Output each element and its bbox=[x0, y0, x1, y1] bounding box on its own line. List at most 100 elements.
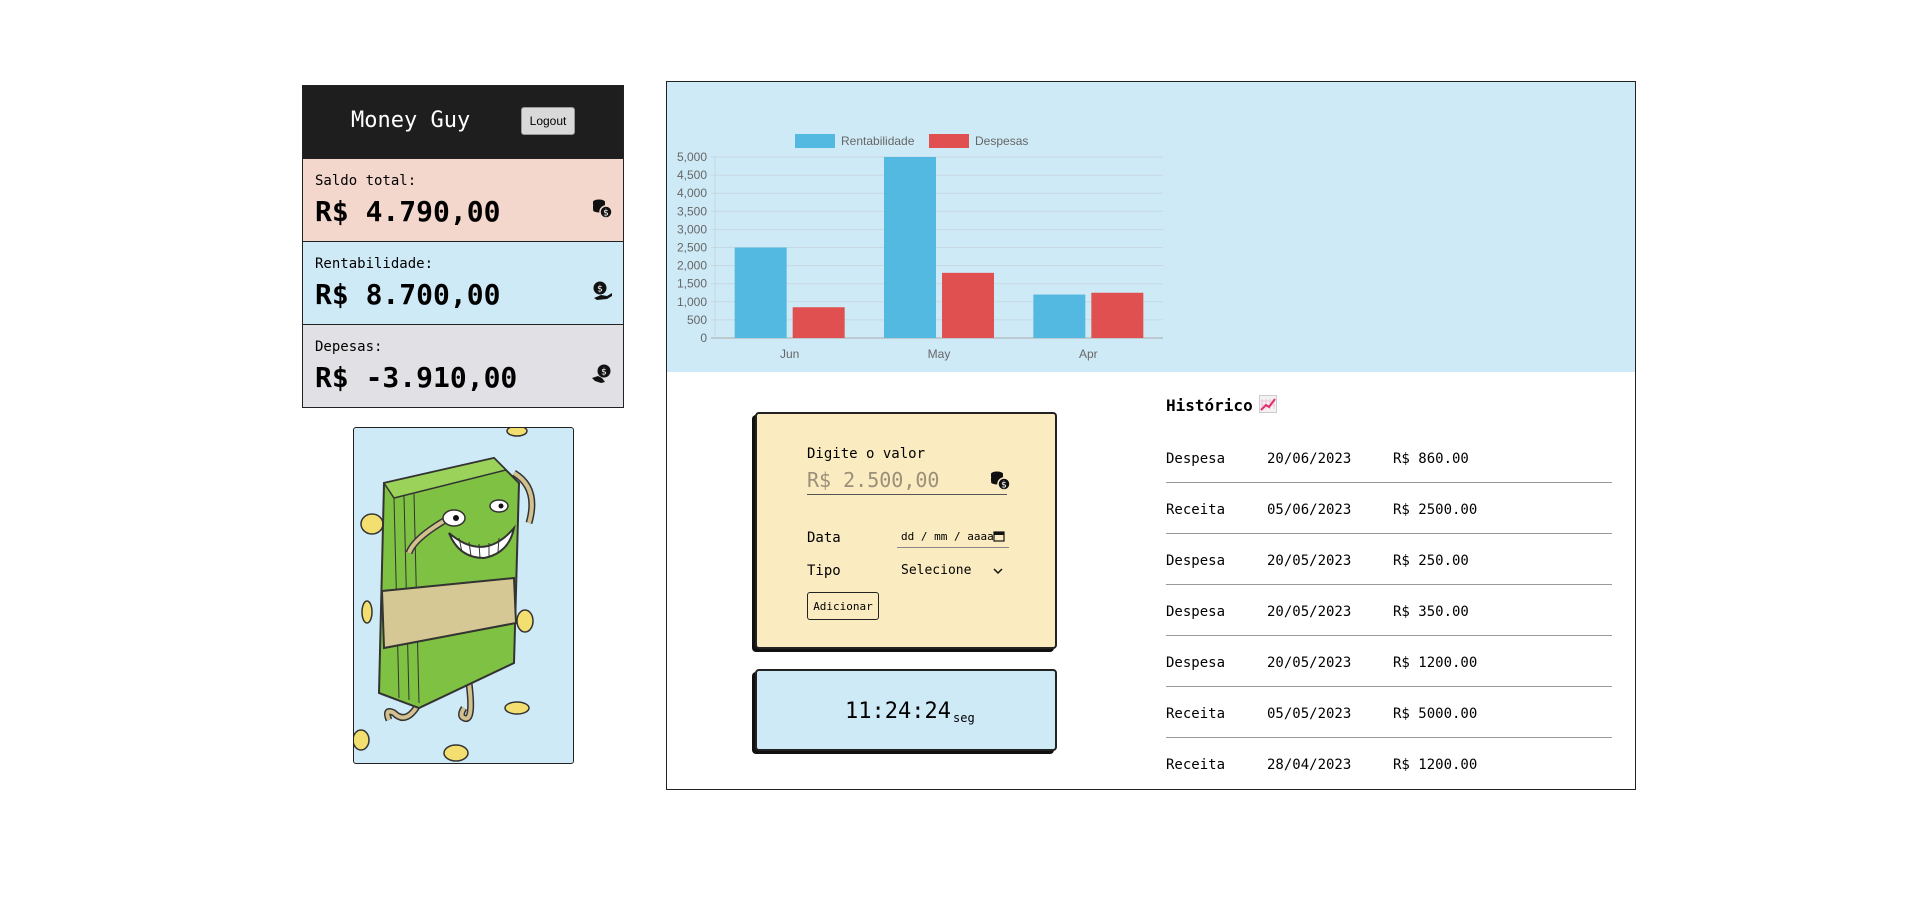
history-type: Receita bbox=[1166, 706, 1226, 722]
history-amount: R$ 860.00 bbox=[1393, 451, 1469, 467]
balance-label: Saldo total: bbox=[315, 173, 417, 189]
bar-rentabilidade-jun bbox=[734, 247, 787, 338]
history-row: Despesa 20/05/2023 R$ 1200.00 bbox=[1166, 636, 1612, 687]
history-amount: R$ 250.00 bbox=[1393, 553, 1469, 569]
type-label: Tipo bbox=[807, 563, 841, 579]
y-tick-label: 3,000 bbox=[677, 222, 707, 236]
chart-bars bbox=[734, 157, 1144, 338]
history-amount: R$ 1200.00 bbox=[1393, 655, 1478, 671]
x-tick-label: Jun bbox=[780, 347, 799, 361]
y-tick-label: 4,500 bbox=[677, 168, 707, 182]
legend-label: Rentabilidade bbox=[841, 134, 915, 148]
history-type: Despesa bbox=[1166, 451, 1226, 467]
history-title: Histórico bbox=[1166, 396, 1253, 415]
x-axis-ticks: Jun May Apr bbox=[780, 347, 1098, 361]
history-type: Receita bbox=[1166, 502, 1226, 518]
main-panel: Rentabilidade Despesas 5,000 4,500 4,000 3,5… bbox=[666, 81, 1636, 790]
add-button[interactable]: Adicionar bbox=[807, 592, 879, 620]
entry-form: Digite o valor $ Data dd / mm / aaaa Tip… bbox=[755, 412, 1057, 649]
expense-label: Depesas: bbox=[315, 339, 383, 355]
x-tick-label: May bbox=[928, 347, 951, 361]
history-date: 05/06/2023 bbox=[1267, 502, 1352, 518]
svg-text:$: $ bbox=[1001, 481, 1007, 491]
y-tick-label: 1,000 bbox=[677, 295, 707, 309]
y-tick-label: 2,500 bbox=[677, 241, 707, 255]
history-row: Despesa 20/05/2023 R$ 250.00 bbox=[1166, 534, 1612, 585]
balance-value: R$ 4.790,00 bbox=[315, 195, 501, 228]
expense-card: Depesas: R$ -3.910,00 $ bbox=[303, 324, 623, 407]
mascot-illustration-card bbox=[353, 427, 574, 764]
history-row: Despesa 20/06/2023 R$ 860.00 bbox=[1166, 432, 1612, 483]
bar-despesas-jun bbox=[792, 307, 845, 338]
calendar-icon[interactable] bbox=[993, 530, 1005, 542]
history-amount: R$ 350.00 bbox=[1393, 604, 1469, 620]
history-row: Receita 28/04/2023 R$ 1200.00 bbox=[1166, 738, 1612, 788]
clock-time: 11:24:24 bbox=[845, 699, 951, 724]
history-amount: R$ 5000.00 bbox=[1393, 706, 1478, 722]
expense-value: R$ -3.910,00 bbox=[315, 361, 518, 394]
date-label: Data bbox=[807, 530, 841, 546]
y-tick-label: 2,000 bbox=[677, 259, 707, 273]
history-date: 05/05/2023 bbox=[1267, 706, 1352, 722]
history-row: Receita 05/06/2023 R$ 2500.00 bbox=[1166, 483, 1612, 534]
value-input[interactable] bbox=[807, 466, 1007, 495]
history-amount: R$ 2500.00 bbox=[1393, 502, 1478, 518]
y-tick-label: 4,000 bbox=[677, 186, 707, 200]
x-tick-label: Apr bbox=[1079, 347, 1098, 361]
y-tick-label: 0 bbox=[700, 331, 707, 345]
history-date: 20/05/2023 bbox=[1267, 655, 1352, 671]
coins-icon: $ bbox=[991, 471, 1011, 491]
y-tick-label: 3,500 bbox=[677, 204, 707, 218]
history-date: 20/05/2023 bbox=[1267, 553, 1352, 569]
history-type: Despesa bbox=[1166, 553, 1226, 569]
history-type: Despesa bbox=[1166, 604, 1226, 620]
legend-swatch bbox=[929, 134, 969, 148]
date-input[interactable]: dd / mm / aaaa bbox=[897, 526, 1009, 548]
legend-label: Despesas bbox=[975, 134, 1028, 148]
money-hand-icon: $ bbox=[593, 281, 612, 300]
svg-text:$: $ bbox=[603, 209, 609, 219]
chevron-down-icon bbox=[993, 568, 1003, 575]
summary-panel: Money Guy Logout Saldo total: R$ 4.790,0… bbox=[302, 85, 624, 408]
value-label: Digite o valor bbox=[807, 446, 926, 462]
money-out-icon: $ bbox=[592, 364, 611, 383]
history-type: Despesa bbox=[1166, 655, 1226, 671]
history-row: Receita 05/05/2023 R$ 5000.00 bbox=[1166, 687, 1612, 738]
bar-despesas-may bbox=[942, 272, 994, 338]
bar-chart: Rentabilidade Despesas 5,000 4,500 4,000 3,5… bbox=[677, 134, 1163, 361]
y-tick-label: 1,500 bbox=[677, 277, 707, 291]
clock-unit: seg bbox=[953, 711, 975, 725]
bar-rentabilidade-may bbox=[884, 157, 936, 338]
date-placeholder: dd / mm / aaaa bbox=[901, 530, 994, 543]
history-amount: R$ 1200.00 bbox=[1393, 757, 1478, 773]
y-tick-label: 5,000 bbox=[677, 150, 707, 164]
coins-icon: $ bbox=[593, 199, 613, 219]
y-tick-label: 500 bbox=[687, 313, 707, 327]
history-date: 28/04/2023 bbox=[1267, 757, 1352, 773]
clock-card: 11:24:24 seg bbox=[755, 669, 1057, 751]
history-list: Despesa 20/06/2023 R$ 860.00 Receita 05/06/2… bbox=[1166, 432, 1612, 788]
money-stack-mascot-icon bbox=[354, 428, 536, 762]
legend-swatch bbox=[795, 134, 835, 148]
svg-text:$: $ bbox=[601, 368, 607, 378]
income-value: R$ 8.700,00 bbox=[315, 278, 501, 311]
history-type: Receita bbox=[1166, 757, 1226, 773]
app-header: Money Guy Logout bbox=[303, 86, 623, 158]
bar-rentabilidade-apr bbox=[1033, 294, 1086, 338]
income-card: Rentabilidade: R$ 8.700,00 $ bbox=[303, 241, 623, 324]
income-label: Rentabilidade: bbox=[315, 256, 434, 272]
chart-increasing-icon bbox=[1259, 395, 1277, 413]
type-select[interactable]: Selecione bbox=[897, 560, 1007, 582]
history-date: 20/05/2023 bbox=[1267, 604, 1352, 620]
app-title: Money Guy bbox=[351, 108, 471, 133]
chart-area: Rentabilidade Despesas 5,000 4,500 4,000 3,5… bbox=[667, 82, 1635, 372]
logout-button[interactable]: Logout bbox=[521, 107, 575, 135]
type-selected-value: Selecione bbox=[901, 563, 972, 578]
history-date: 20/06/2023 bbox=[1267, 451, 1352, 467]
bar-despesas-apr bbox=[1091, 292, 1144, 338]
balance-card: Saldo total: R$ 4.790,00 $ bbox=[303, 158, 623, 241]
chart-legend: Rentabilidade Despesas bbox=[795, 134, 1028, 148]
y-axis-ticks: 5,000 4,500 4,000 3,500 3,000 2,500 2,000 1,500… bbox=[677, 150, 707, 345]
svg-text:$: $ bbox=[597, 285, 603, 295]
history-row: Despesa 20/05/2023 R$ 350.00 bbox=[1166, 585, 1612, 636]
